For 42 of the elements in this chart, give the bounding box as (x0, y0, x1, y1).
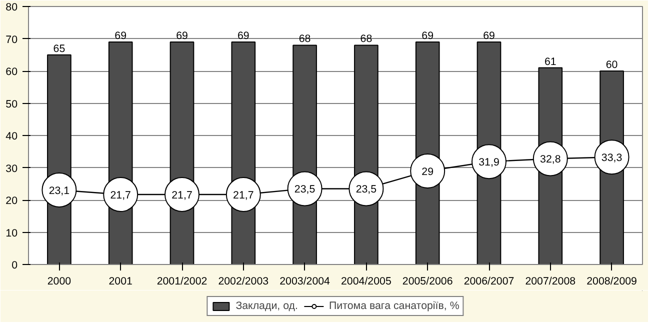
data-label: 60 (606, 59, 618, 71)
data-label: 21,7 (110, 190, 132, 202)
data-label: 69 (422, 30, 434, 42)
data-label: 69 (114, 30, 127, 42)
point (410, 154, 446, 188)
y-tick-label: 20 (6, 195, 18, 207)
data-label: 61 (544, 56, 556, 68)
x-tick-label: 2004/2005 (341, 276, 392, 288)
data-label: 23,5 (294, 184, 316, 196)
data-label: 69 (483, 30, 495, 42)
data-label: 31,9 (478, 156, 500, 169)
y-tick-label: 50 (6, 98, 18, 110)
y-tick-label: 10 (6, 227, 18, 240)
data-label: 69 (237, 30, 250, 42)
x-tick-label: 2007/2008 (525, 276, 576, 288)
legend-label: Питома вага санаторіїв, % (328, 300, 460, 312)
y-tick-label: 0 (12, 260, 18, 272)
data-label: 23,1 (48, 185, 70, 198)
data-label: 33,3 (601, 152, 622, 164)
data-label: 21,7 (233, 190, 254, 202)
data-label: 68 (298, 33, 311, 46)
data-label: 65 (53, 42, 66, 55)
x-tick-label: 2001/2002 (156, 276, 208, 288)
data-label: 21,7 (172, 190, 192, 202)
x-tick-label: 2006/2007 (464, 276, 514, 288)
x-tick-label: 2001 (108, 276, 133, 288)
legend-label: Заклади, од. (236, 300, 298, 312)
y-tick-label: 60 (6, 66, 18, 78)
y-tick-label: 30 (6, 162, 18, 175)
x-tick-label: 2005/2006 (402, 276, 453, 288)
data-label: 68 (360, 33, 372, 46)
x-tick-label: 2002/2003 (218, 276, 269, 288)
x-tick-label: 2000 (47, 276, 72, 288)
x-tick-label: 2003/2004 (280, 276, 330, 288)
data-label: 69 (176, 30, 188, 42)
x-tick-label: 2008/2009 (586, 276, 638, 288)
y-tick-label: 80 (6, 2, 18, 14)
y-tick-label: 40 (6, 130, 18, 142)
data-label: 29 (422, 166, 434, 178)
data-label: 32,8 (540, 154, 561, 166)
data-label: 23,5 (356, 184, 377, 196)
y-tick-label: 70 (6, 34, 18, 46)
